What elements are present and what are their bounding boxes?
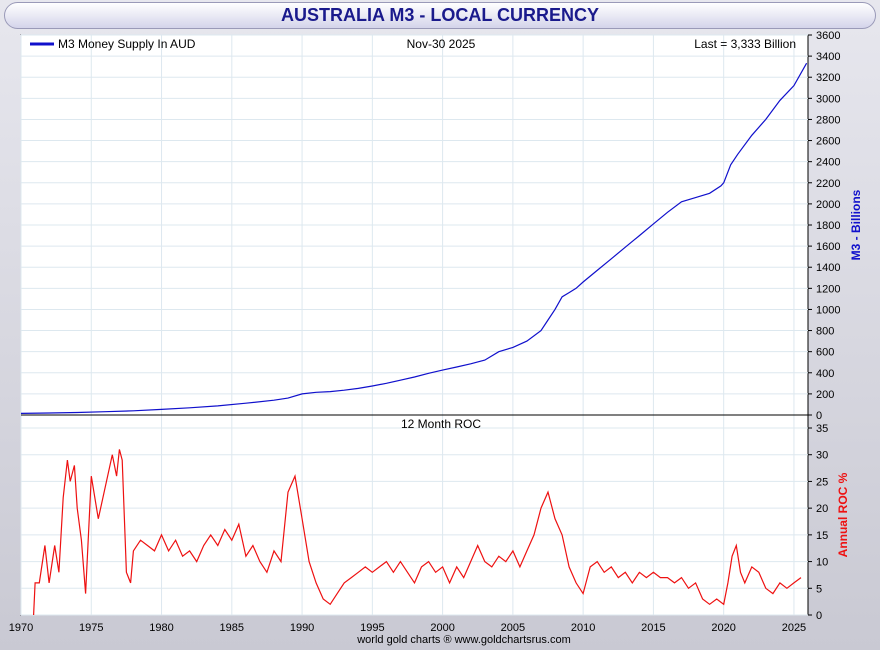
x-tick-label: 2005 xyxy=(501,622,525,634)
x-tick-label: 1990 xyxy=(290,622,314,634)
y-tick-label: 15 xyxy=(816,530,828,542)
y-tick-label: 25 xyxy=(816,476,828,488)
series-group xyxy=(20,62,808,616)
x-tick-label: 1970 xyxy=(9,622,33,634)
y-tick-label: 1800 xyxy=(816,220,840,232)
y-tick-label: 2000 xyxy=(816,199,840,211)
legend-label: M3 Money Supply In AUD xyxy=(58,37,196,51)
chart-title: AUSTRALIA M3 - LOCAL CURRENCY xyxy=(4,2,876,29)
roc-panel-title: 12 Month ROC xyxy=(401,417,481,431)
y-tick-label: 30 xyxy=(816,450,828,462)
x-tick-label: 2020 xyxy=(711,622,735,634)
y-tick-label: 5 xyxy=(816,583,822,595)
y-tick-label: 2800 xyxy=(816,114,840,126)
y-tick-label: 400 xyxy=(816,368,834,380)
y-tick-label: 1600 xyxy=(816,241,840,253)
roc-series-line xyxy=(33,449,802,616)
y-tick-label: 3000 xyxy=(816,93,840,105)
y-tick-label: 3400 xyxy=(816,51,840,63)
y-tick-label: 10 xyxy=(816,557,828,569)
x-tick-label: 2010 xyxy=(571,622,595,634)
tick-labels: 1970 1975 1980 1985 1990 1995 2000 2005 2010 2015… xyxy=(9,30,841,634)
y-tick-label: 3200 xyxy=(816,72,840,84)
y-tick-label: 600 xyxy=(816,347,834,359)
y-tick-label: 0 xyxy=(816,410,822,422)
y-tick-label: 35 xyxy=(816,423,828,435)
x-tick-label: 2015 xyxy=(641,622,665,634)
y-tick-label: 1200 xyxy=(816,283,840,295)
plot-area xyxy=(20,34,809,616)
x-tick-label: 1975 xyxy=(79,622,103,634)
m3-axis-title: M3 - Billions xyxy=(849,189,863,260)
roc-axis-title: Annual ROC % xyxy=(836,472,850,557)
y-tick-label: 3600 xyxy=(816,30,840,42)
x-tick-label: 1985 xyxy=(220,622,244,634)
y-tick-label: 1400 xyxy=(816,262,840,274)
y-tick-label: 0 xyxy=(816,610,822,622)
y-tick-label: 1000 xyxy=(816,304,840,316)
footer-credit: world gold charts ® www.goldchartsrus.co… xyxy=(356,634,571,646)
y-tick-label: 200 xyxy=(816,389,834,401)
x-tick-label: 2000 xyxy=(430,622,454,634)
y-tick-label: 800 xyxy=(816,326,834,338)
y-tick-label: 2600 xyxy=(816,136,840,148)
y-tick-label: 2200 xyxy=(816,178,840,190)
x-tick-label: 1980 xyxy=(149,622,173,634)
y-tick-label: 2400 xyxy=(816,157,840,169)
date-label: Nov-30 2025 xyxy=(407,37,476,51)
x-tick-label: 1995 xyxy=(360,622,384,634)
m3-series-line xyxy=(20,62,808,414)
x-tick-label: 2025 xyxy=(782,622,806,634)
last-value-label: Last = 3,333 Billion xyxy=(694,37,796,51)
y-tick-label: 20 xyxy=(816,503,828,515)
